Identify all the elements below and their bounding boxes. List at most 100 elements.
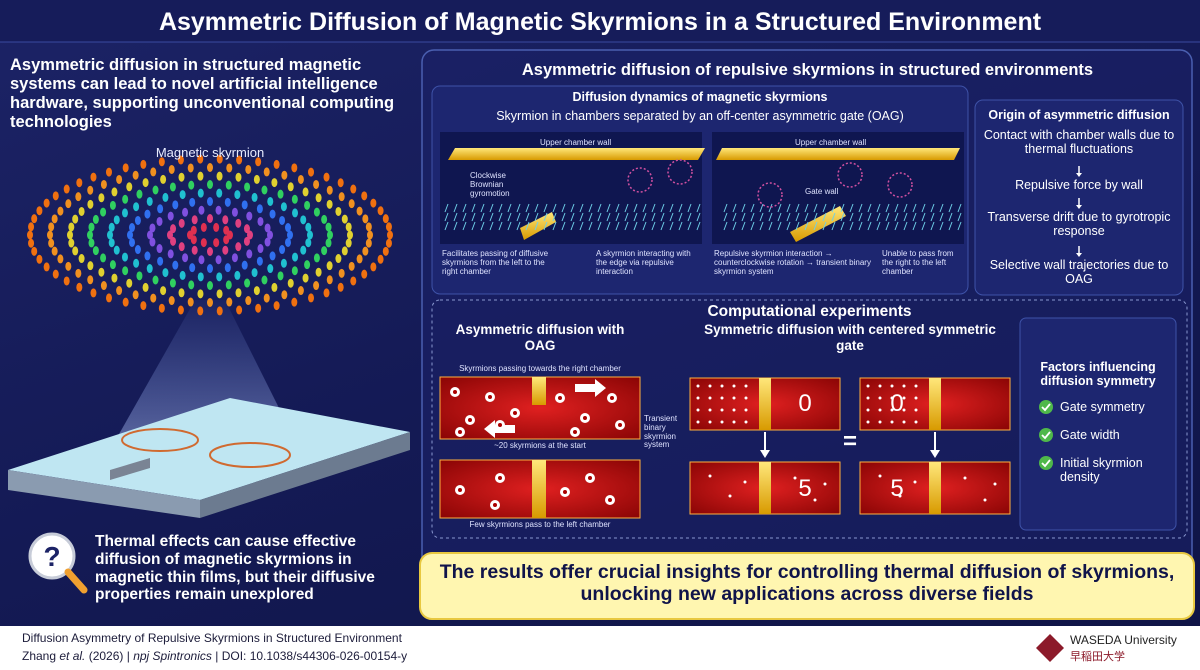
- spin: [804, 212, 809, 222]
- spin: [822, 203, 827, 213]
- spin-dot: [273, 301, 280, 311]
- spin-dot: [234, 190, 241, 200]
- spin-dot: [236, 155, 243, 165]
- spin: [642, 221, 647, 231]
- spin: [579, 212, 584, 222]
- spin-dot: [144, 209, 151, 219]
- dot: [902, 396, 906, 400]
- dot: [878, 474, 882, 478]
- citation-part: npj Spintronics: [133, 649, 212, 663]
- dot: [708, 396, 712, 400]
- slab-front: [8, 470, 200, 518]
- spin-dot: [213, 238, 220, 248]
- spin-dot: [356, 254, 363, 264]
- spin-dot: [216, 171, 223, 181]
- spin: [948, 203, 953, 213]
- spin-dot: [179, 190, 186, 200]
- intro-text: Asymmetric diffusion in structured magne…: [10, 56, 395, 131]
- spin-dot: [365, 222, 372, 232]
- spin: [876, 203, 881, 213]
- spin: [831, 221, 836, 231]
- spin: [534, 212, 539, 222]
- spin-dot: [350, 276, 357, 286]
- spin: [570, 221, 575, 231]
- spin-dot: [160, 174, 167, 184]
- spin: [543, 203, 548, 213]
- dot: [744, 396, 748, 400]
- spin: [921, 212, 926, 222]
- spin-dot: [105, 167, 112, 177]
- spin: [768, 212, 773, 222]
- spin: [678, 212, 683, 222]
- dot: [878, 384, 882, 388]
- dot: [866, 408, 870, 412]
- dot: [993, 482, 997, 486]
- spin: [597, 221, 602, 231]
- spin-dot: [129, 223, 136, 233]
- spin-dot: [302, 187, 309, 197]
- spin: [633, 203, 638, 213]
- spin: [912, 203, 917, 213]
- spin-dot: [177, 305, 184, 315]
- spin-dot: [277, 189, 284, 199]
- footer-citation: Zhang et al. (2026) | npj Spintronics | …: [22, 649, 407, 664]
- spin: [723, 203, 728, 213]
- skyrmion-core: [513, 411, 517, 415]
- spin-dot: [261, 275, 268, 285]
- spin-dot: [158, 157, 165, 167]
- spin-dot: [325, 238, 332, 248]
- skyrmion-core: [498, 423, 502, 427]
- spin: [876, 212, 881, 222]
- spin: [489, 203, 494, 213]
- spin-dot: [300, 215, 307, 225]
- spin-dot: [247, 230, 253, 240]
- spin: [543, 221, 548, 231]
- spin-dot: [136, 189, 143, 199]
- spin-dot: [122, 266, 129, 276]
- spin: [669, 221, 674, 231]
- dot: [696, 408, 700, 412]
- spin-dot: [136, 271, 143, 281]
- spin: [642, 212, 647, 222]
- spin: [534, 203, 539, 213]
- spin-dot: [337, 178, 344, 188]
- spin-dot: [226, 163, 233, 173]
- spin: [543, 212, 548, 222]
- spin-dot: [177, 155, 184, 165]
- spin-dot: [121, 252, 128, 262]
- spin-dot: [313, 207, 320, 217]
- spin-dot: [31, 214, 38, 224]
- spin-dot: [269, 209, 276, 219]
- origin-arrows: [1076, 166, 1082, 257]
- dot: [696, 384, 700, 388]
- spin: [741, 221, 746, 231]
- spin-dot: [207, 247, 213, 256]
- spin-dot: [235, 172, 242, 182]
- spin: [597, 203, 602, 213]
- spin: [489, 212, 494, 222]
- spin-dot: [377, 254, 384, 264]
- dot: [902, 420, 906, 424]
- spin-dot: [57, 254, 64, 264]
- spin-dot: [149, 237, 156, 247]
- skyrmion-core: [610, 396, 614, 400]
- dot: [914, 384, 918, 388]
- panel2-caption-left: Repulsive skyrmion interaction → counter…: [714, 249, 871, 276]
- spin: [516, 221, 521, 231]
- spin-dot: [109, 260, 116, 270]
- spin-dot: [231, 253, 238, 263]
- spin: [516, 212, 521, 222]
- spin-dot: [76, 178, 83, 188]
- spin-dot: [291, 194, 298, 204]
- flow-arrow-head: [1076, 173, 1082, 177]
- spin-dot: [326, 275, 333, 285]
- spin-dot: [291, 266, 298, 276]
- dot: [732, 384, 736, 388]
- spin-dot: [216, 289, 223, 299]
- spin-dot: [281, 290, 288, 300]
- dot: [743, 480, 747, 484]
- spin: [777, 203, 782, 213]
- spin: [660, 203, 665, 213]
- spin-dot: [126, 182, 133, 192]
- dot: [914, 396, 918, 400]
